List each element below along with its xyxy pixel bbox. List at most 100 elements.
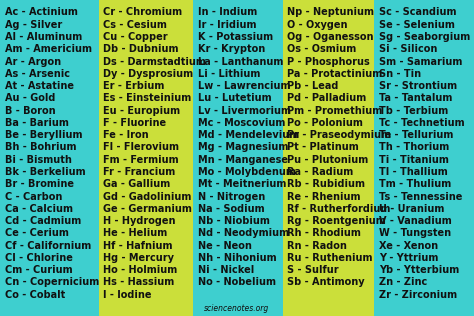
Text: Lu - Lutetium: Lu - Lutetium xyxy=(198,93,272,103)
Text: Cl - Chlorine: Cl - Chlorine xyxy=(5,253,73,263)
Text: Mn - Manganese: Mn - Manganese xyxy=(198,155,288,165)
Text: Pa - Protactinium: Pa - Protactinium xyxy=(287,69,383,79)
Text: Fe - Iron: Fe - Iron xyxy=(103,130,149,140)
Text: Ce - Cerium: Ce - Cerium xyxy=(5,228,69,238)
Text: Ir - Iridium: Ir - Iridium xyxy=(198,20,256,30)
Text: Ba - Barium: Ba - Barium xyxy=(5,118,69,128)
Text: Er - Erbium: Er - Erbium xyxy=(103,81,164,91)
Text: C - Carbon: C - Carbon xyxy=(5,191,62,202)
Bar xyxy=(283,0,374,316)
Text: Ni - Nickel: Ni - Nickel xyxy=(198,265,255,275)
Text: Y - Yttrium: Y - Yttrium xyxy=(379,253,438,263)
Text: Zn - Zinc: Zn - Zinc xyxy=(379,277,428,288)
Text: Es - Einsteinium: Es - Einsteinium xyxy=(103,93,191,103)
Text: La - Lanthanum: La - Lanthanum xyxy=(198,57,283,67)
Text: Fm - Fermium: Fm - Fermium xyxy=(103,155,179,165)
Text: Rh - Rhodium: Rh - Rhodium xyxy=(287,228,361,238)
Text: Lv - Livermorium: Lv - Livermorium xyxy=(198,106,291,116)
Text: O - Oxygen: O - Oxygen xyxy=(287,20,348,30)
Text: Md - Mendelevium: Md - Mendelevium xyxy=(198,130,300,140)
Text: Na - Sodium: Na - Sodium xyxy=(198,204,265,214)
Text: W - Tungsten: W - Tungsten xyxy=(379,228,451,238)
Text: Ag - Silver: Ag - Silver xyxy=(5,20,62,30)
Text: Ho - Holmium: Ho - Holmium xyxy=(103,265,178,275)
Text: S - Sulfur: S - Sulfur xyxy=(287,265,339,275)
Text: No - Nobelium: No - Nobelium xyxy=(198,277,276,288)
Text: Po - Polonium: Po - Polonium xyxy=(287,118,363,128)
Text: Np - Neptunium: Np - Neptunium xyxy=(287,8,374,17)
Text: N - Nitrogen: N - Nitrogen xyxy=(198,191,265,202)
Text: Al - Aluminum: Al - Aluminum xyxy=(5,32,82,42)
Text: Hg - Mercury: Hg - Mercury xyxy=(103,253,174,263)
Text: Cr - Chromium: Cr - Chromium xyxy=(103,8,182,17)
Text: Bk - Berkelium: Bk - Berkelium xyxy=(5,167,85,177)
Text: Cn - Copernicium: Cn - Copernicium xyxy=(5,277,99,288)
Text: Rn - Radon: Rn - Radon xyxy=(287,240,347,251)
Text: Hs - Hassium: Hs - Hassium xyxy=(103,277,174,288)
Text: Se - Selenium: Se - Selenium xyxy=(379,20,455,30)
Text: Zr - Zirconium: Zr - Zirconium xyxy=(379,290,457,300)
Text: At - Astatine: At - Astatine xyxy=(5,81,74,91)
Text: P - Phosphorus: P - Phosphorus xyxy=(287,57,370,67)
Text: Kr - Krypton: Kr - Krypton xyxy=(198,44,265,54)
Text: Mo - Molybdenum: Mo - Molybdenum xyxy=(198,167,296,177)
Text: sciencenotes.org: sciencenotes.org xyxy=(204,304,270,313)
Text: Ru - Ruthenium: Ru - Ruthenium xyxy=(287,253,373,263)
Text: Ga - Gallium: Ga - Gallium xyxy=(103,179,171,189)
Text: Co - Cobalt: Co - Cobalt xyxy=(5,290,65,300)
Text: I - Iodine: I - Iodine xyxy=(103,290,152,300)
Text: He - Helium: He - Helium xyxy=(103,228,168,238)
Text: Be - Beryllium: Be - Beryllium xyxy=(5,130,82,140)
Text: Ti - Titanium: Ti - Titanium xyxy=(379,155,449,165)
Text: Si - Silicon: Si - Silicon xyxy=(379,44,438,54)
Text: V - Vanadium: V - Vanadium xyxy=(379,216,452,226)
Text: Dy - Dysprosium: Dy - Dysprosium xyxy=(103,69,193,79)
Text: Li - Lithium: Li - Lithium xyxy=(198,69,261,79)
Text: B - Boron: B - Boron xyxy=(5,106,55,116)
Bar xyxy=(99,0,193,316)
Text: Tc - Technetium: Tc - Technetium xyxy=(379,118,465,128)
Text: Te - Tellurium: Te - Tellurium xyxy=(379,130,454,140)
Text: F - Fluorine: F - Fluorine xyxy=(103,118,166,128)
Text: Cd - Cadmium: Cd - Cadmium xyxy=(5,216,81,226)
Text: Mg - Magnesium: Mg - Magnesium xyxy=(198,143,289,152)
Text: Au - Gold: Au - Gold xyxy=(5,93,55,103)
Text: Db - Dubnium: Db - Dubnium xyxy=(103,44,179,54)
Text: Tb - Terbium: Tb - Terbium xyxy=(379,106,448,116)
Bar xyxy=(0,0,99,316)
Text: Bh - Bohrium: Bh - Bohrium xyxy=(5,143,76,152)
Text: Rg - Roentgenium: Rg - Roentgenium xyxy=(287,216,386,226)
Text: Ca - Calcium: Ca - Calcium xyxy=(5,204,73,214)
Text: Yb - Ytterbium: Yb - Ytterbium xyxy=(379,265,459,275)
Text: In - Indium: In - Indium xyxy=(198,8,257,17)
Text: Cf - Californium: Cf - Californium xyxy=(5,240,91,251)
Text: Tm - Thulium: Tm - Thulium xyxy=(379,179,451,189)
Text: Fr - Francium: Fr - Francium xyxy=(103,167,175,177)
Text: Nh - Nihonium: Nh - Nihonium xyxy=(198,253,277,263)
Text: Rb - Rubidium: Rb - Rubidium xyxy=(287,179,365,189)
Bar xyxy=(193,0,283,316)
Text: Cs - Cesium: Cs - Cesium xyxy=(103,20,167,30)
Bar xyxy=(374,0,474,316)
Text: Sn - Tin: Sn - Tin xyxy=(379,69,421,79)
Text: Os - Osmium: Os - Osmium xyxy=(287,44,356,54)
Text: Xe - Xenon: Xe - Xenon xyxy=(379,240,438,251)
Text: Rf - Rutherfordium: Rf - Rutherfordium xyxy=(287,204,391,214)
Text: Cu - Copper: Cu - Copper xyxy=(103,32,168,42)
Text: Tl - Thallium: Tl - Thallium xyxy=(379,167,448,177)
Text: Br - Bromine: Br - Bromine xyxy=(5,179,74,189)
Text: Pt - Platinum: Pt - Platinum xyxy=(287,143,359,152)
Text: Bi - Bismuth: Bi - Bismuth xyxy=(5,155,72,165)
Text: Lw - Lawrencium: Lw - Lawrencium xyxy=(198,81,291,91)
Text: Pr - Praseodymium: Pr - Praseodymium xyxy=(287,130,392,140)
Text: Ar - Argon: Ar - Argon xyxy=(5,57,61,67)
Text: Sg - Seaborgium: Sg - Seaborgium xyxy=(379,32,471,42)
Text: Mc - Moscovium: Mc - Moscovium xyxy=(198,118,285,128)
Text: Fl - Flerovium: Fl - Flerovium xyxy=(103,143,179,152)
Text: Sc - Scandium: Sc - Scandium xyxy=(379,8,457,17)
Text: U - Uranium: U - Uranium xyxy=(379,204,445,214)
Text: As - Arsenic: As - Arsenic xyxy=(5,69,70,79)
Text: H - Hydrogen: H - Hydrogen xyxy=(103,216,176,226)
Text: Gd - Gadolinium: Gd - Gadolinium xyxy=(103,191,191,202)
Text: Sm - Samarium: Sm - Samarium xyxy=(379,57,463,67)
